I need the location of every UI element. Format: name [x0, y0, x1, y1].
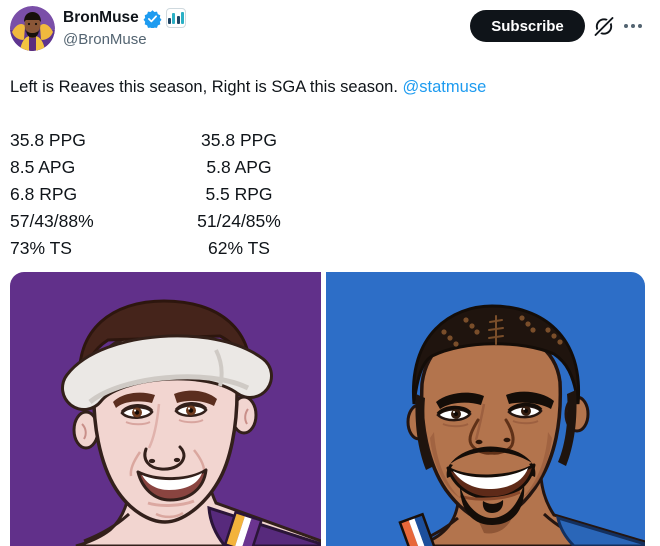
stat-left-ppg: 35.8 PPG — [10, 130, 86, 150]
tweet-text-body: Left is Reaves this season, Right is SGA… — [10, 78, 398, 96]
stat-left-ts: 73% TS — [10, 238, 72, 258]
media-right-sga — [326, 272, 645, 546]
header-actions: Subscribe — [470, 10, 643, 42]
stat-left-splits: 57/43/88% — [10, 211, 94, 231]
grok-icon[interactable] — [593, 15, 615, 37]
stat-row-ts: 73% TS 62% TS — [10, 235, 288, 262]
more-icon[interactable] — [623, 20, 643, 32]
stat-right-splits: 51/24/85% — [197, 211, 281, 231]
name-block: BronMuse @BronMuse — [63, 8, 186, 50]
media-divider — [321, 272, 326, 546]
verified-badge-icon — [143, 9, 162, 28]
stats-block: 35.8 PPG 35.8 PPG 8.5 APG 5.8 APG 6.8 RP… — [10, 127, 288, 262]
stat-left-rpg: 6.8 RPG — [10, 184, 78, 204]
lebron-cartoon-avatar — [10, 6, 55, 51]
avatar[interactable] — [10, 6, 55, 51]
stat-right-ppg: 35.8 PPG — [201, 130, 277, 150]
tweet-text: Left is Reaves this season, Right is SGA… — [10, 76, 630, 98]
media-left-reaves — [10, 272, 321, 546]
user-handle[interactable]: @BronMuse — [63, 31, 147, 48]
bar-chart-affiliate-badge-icon[interactable] — [165, 8, 186, 28]
display-name[interactable]: BronMuse — [63, 9, 139, 26]
tweet-media-image[interactable] — [10, 272, 645, 546]
stat-right-ts: 62% TS — [208, 238, 270, 258]
stat-row-rpg: 6.8 RPG 5.5 RPG — [10, 181, 288, 208]
stat-row-apg: 8.5 APG 5.8 APG — [10, 154, 288, 181]
mention-link[interactable]: @statmuse — [402, 78, 487, 96]
stat-row-splits: 57/43/88% 51/24/85% — [10, 208, 288, 235]
stat-left-apg: 8.5 APG — [10, 157, 76, 177]
stat-row-ppg: 35.8 PPG 35.8 PPG — [10, 127, 288, 154]
stat-right-apg: 5.8 APG — [206, 157, 272, 177]
subscribe-button[interactable]: Subscribe — [470, 10, 585, 42]
stat-right-rpg: 5.5 RPG — [205, 184, 273, 204]
